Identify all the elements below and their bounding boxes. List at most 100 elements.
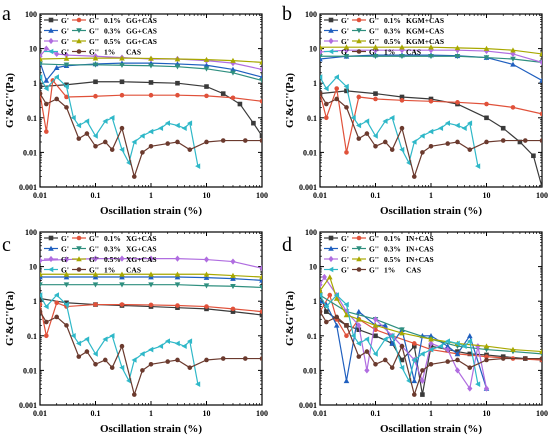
- data-point: [40, 84, 43, 89]
- data-point: [324, 101, 329, 107]
- data-point: [203, 256, 210, 263]
- data-point: [40, 74, 43, 80]
- data-point: [259, 138, 262, 143]
- x-tick-label: 100: [536, 191, 548, 200]
- legend-conc-label: 0.3%: [384, 27, 401, 36]
- y-axis-title: G'&G''(Pa): [4, 73, 16, 128]
- data-point: [484, 139, 489, 145]
- data-point: [84, 336, 90, 342]
- data-point: [148, 302, 154, 308]
- legend-sample-name: IN+CAS: [406, 245, 434, 254]
- legend-marker: [76, 235, 82, 241]
- data-point: [63, 271, 70, 277]
- legend: G' G'' 0.1% GG+CAS G' G'' 0.3% GG+CAS G' G'' 0.5% G…: [44, 16, 157, 57]
- data-point: [119, 302, 125, 307]
- data-point: [139, 133, 145, 139]
- legend-sample-name: CAS: [126, 48, 141, 57]
- data-point: [140, 368, 145, 373]
- data-point: [102, 336, 108, 342]
- data-point: [119, 92, 125, 98]
- data-point: [428, 336, 434, 342]
- y-axis-title: G'&G''(Pa): [4, 291, 16, 346]
- data-point: [510, 346, 516, 352]
- data-point: [445, 141, 451, 146]
- panel-letter: a: [2, 3, 11, 25]
- data-point: [181, 125, 187, 132]
- data-point: [119, 125, 125, 131]
- data-point: [483, 385, 490, 392]
- series-line-6: [40, 76, 199, 167]
- data-point: [373, 333, 378, 339]
- legend-sample-name: CAS: [406, 48, 421, 57]
- x-tick-label: 0.1: [371, 409, 381, 418]
- data-point: [364, 118, 370, 124]
- data-point: [131, 392, 137, 397]
- data-point: [230, 272, 236, 278]
- data-point: [364, 336, 370, 342]
- data-point: [64, 105, 69, 110]
- data-point: [148, 255, 154, 262]
- data-point: [84, 349, 90, 354]
- data-point: [483, 45, 490, 51]
- data-point: [119, 255, 125, 262]
- data-point: [109, 115, 115, 121]
- data-point: [428, 144, 434, 149]
- data-point: [93, 144, 98, 149]
- data-point: [411, 341, 417, 346]
- data-point: [76, 354, 82, 359]
- legend-conc-label: 1%: [104, 48, 115, 57]
- data-point: [372, 53, 379, 60]
- data-point: [75, 122, 82, 129]
- data-point: [44, 101, 49, 107]
- data-point: [175, 80, 180, 86]
- data-point: [148, 362, 154, 367]
- x-tick-label: 0.1: [91, 191, 101, 200]
- legend-g1-label: G': [61, 245, 69, 254]
- data-point: [148, 282, 154, 288]
- y-tick-label: 0.01: [303, 366, 317, 375]
- x-tick-label: 10: [483, 409, 491, 418]
- data-point: [259, 98, 262, 104]
- series-group: [40, 45, 262, 179]
- data-point: [230, 57, 236, 63]
- legend-g1-label: G': [61, 266, 69, 275]
- data-point: [411, 139, 417, 145]
- legend-sample-name: IN+CAS: [406, 234, 434, 243]
- data-point: [437, 125, 444, 132]
- data-point: [454, 340, 460, 347]
- legend-g1-label: G': [341, 266, 349, 275]
- legend-conc-label: 1%: [384, 48, 395, 57]
- data-point: [333, 295, 340, 301]
- data-point: [343, 83, 349, 90]
- data-point: [510, 47, 516, 53]
- legend-marker: [76, 267, 82, 272]
- legend-marker: [76, 28, 82, 34]
- data-point: [444, 120, 451, 126]
- data-point: [343, 301, 349, 308]
- data-point: [148, 63, 154, 69]
- data-point: [399, 330, 405, 336]
- data-point: [454, 122, 460, 129]
- data-point: [399, 357, 405, 363]
- y-tick-label: 1: [33, 79, 37, 88]
- legend-g1-label: G': [61, 27, 69, 36]
- data-point: [187, 147, 193, 152]
- data-point: [148, 274, 154, 280]
- legend-sample-name: XG+CAS: [126, 234, 157, 243]
- data-point: [372, 322, 379, 328]
- legend-g2-label: G'': [89, 234, 99, 243]
- data-point: [364, 367, 370, 374]
- data-point: [344, 105, 349, 110]
- data-point: [259, 133, 262, 139]
- legend-marker: [356, 235, 362, 241]
- y-tick-label: 10: [29, 263, 37, 272]
- data-point: [92, 133, 98, 139]
- data-point: [93, 362, 98, 367]
- data-point: [40, 274, 43, 280]
- data-point: [454, 351, 461, 357]
- x-axis-title: Oscillation strain (%): [100, 423, 202, 435]
- data-point: [334, 314, 340, 320]
- legend-marker: [76, 17, 82, 23]
